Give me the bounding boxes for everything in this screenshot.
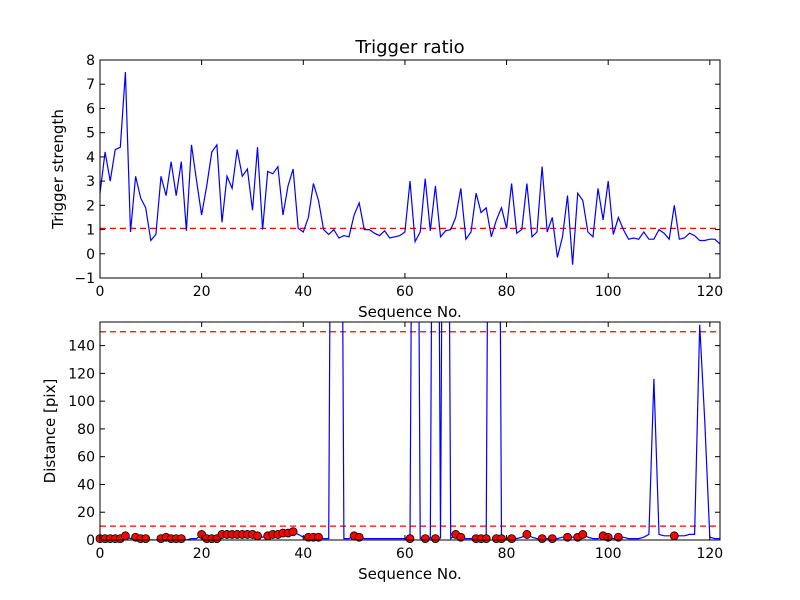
data-point: [431, 534, 440, 544]
distance-chart: 0 20 40 60 80 100 120 0 20 40 60 80 100 120 140 Sequen…: [41, 321, 723, 583]
y-tick-label: 100: [68, 394, 95, 410]
plot-frame: [99, 321, 721, 541]
y-tick-label: 4: [86, 150, 95, 166]
data-point: [563, 532, 572, 542]
y-tick-label: 0: [86, 533, 95, 549]
y-tick-label: 40: [77, 477, 95, 493]
x-axis-label: Sequence No.: [358, 303, 462, 321]
y-tick-label: 7: [86, 77, 95, 93]
x-tick-label: 0: [96, 546, 105, 562]
chart-title: Trigger ratio: [354, 37, 464, 58]
y-tick-label: 0: [86, 247, 95, 263]
y-tick-label: 20: [77, 505, 95, 521]
trigger-ratio-chart: Trigger ratio 0 20 40 60 80 100 120−1012345678…: [49, 37, 723, 321]
data-point: [288, 527, 298, 537]
y-tick-label: 120: [68, 366, 95, 382]
x-tick-label: 120: [696, 284, 723, 300]
data-point: [314, 532, 323, 542]
plot-area: 0 20 40 60 80 100 120 0 20 40 60 80 100 120 140: [68, 321, 723, 562]
data-point: [405, 534, 415, 544]
y-tick-label: −1: [74, 271, 95, 287]
x-tick-label: 20: [193, 284, 211, 300]
data-point: [613, 532, 623, 542]
data-point: [176, 534, 186, 544]
x-tick-label: 20: [193, 546, 211, 562]
data-point: [141, 534, 151, 544]
data-point: [507, 534, 517, 544]
x-tick-label: 80: [498, 284, 516, 300]
x-tick-label: 60: [396, 546, 414, 562]
y-tick-label: 5: [86, 126, 95, 142]
x-axis-label: Sequence No.: [358, 565, 462, 583]
y-axis-label: Trigger strength: [49, 109, 67, 230]
y-tick-label: 80: [77, 422, 95, 438]
y-tick-label: 1: [86, 223, 95, 239]
y-axis-label: Distance [pix]: [41, 379, 59, 484]
y-tick-label: 2: [86, 198, 95, 214]
y-tick-label: 8: [86, 53, 95, 69]
x-tick-label: 60: [396, 284, 414, 300]
x-tick-label: 100: [595, 546, 622, 562]
data-point: [253, 531, 262, 541]
data-point: [547, 534, 557, 544]
data-point: [522, 530, 532, 539]
x-tick-label: 80: [498, 546, 516, 562]
series-line: [100, 72, 720, 265]
data-point: [578, 530, 588, 539]
data-point: [537, 534, 547, 544]
data-point: [669, 531, 679, 541]
plot-frame: [99, 59, 721, 279]
y-tick-label: 140: [68, 339, 95, 355]
y-tick-label: 60: [77, 450, 95, 466]
y-tick-label: 6: [86, 101, 95, 117]
x-tick-label: 0: [96, 284, 105, 300]
x-tick-label: 40: [294, 284, 312, 300]
x-tick-label: 120: [696, 546, 723, 562]
data-point: [497, 534, 506, 544]
data-point: [456, 532, 466, 542]
data-point: [121, 531, 130, 541]
data-point: [481, 534, 491, 544]
x-tick-label: 100: [595, 284, 622, 300]
data-point: [420, 534, 430, 544]
y-tick-label: 3: [86, 174, 95, 190]
data-point: [354, 532, 364, 542]
x-tick-label: 40: [294, 546, 312, 562]
